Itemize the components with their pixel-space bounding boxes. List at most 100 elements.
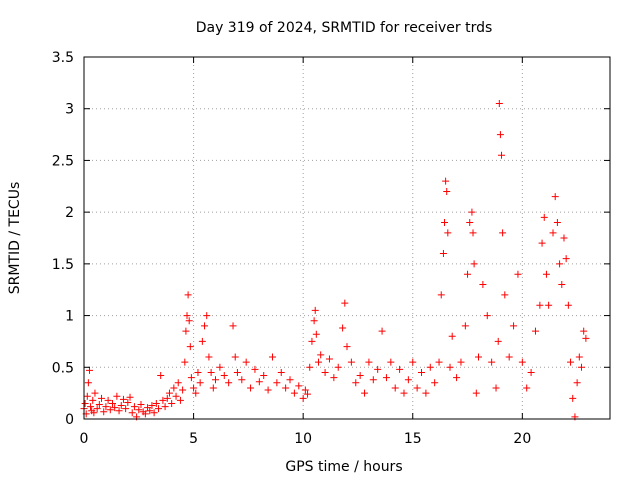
y-tick-label: 0.5 [52,360,74,376]
data-point [192,389,200,397]
data-point [85,366,93,374]
data-point [556,260,564,268]
y-tick-label: 1.5 [52,257,74,273]
x-tick-label: 5 [189,431,198,447]
x-tick-label: 0 [80,431,89,447]
data-point [413,384,421,392]
data-point [205,353,213,361]
data-point [203,312,211,320]
data-point [496,131,504,139]
data-point [83,392,91,400]
data-point [98,394,106,402]
data-point [161,403,169,411]
data-point [194,368,202,376]
data-point [172,392,180,400]
data-point [494,337,502,345]
data-point [446,363,454,371]
data-point [443,187,451,195]
data-point [286,376,294,384]
data-point [545,301,553,309]
data-point [225,379,233,387]
data-point [361,389,369,397]
data-point [378,327,386,335]
data-point [475,353,482,361]
data-point [527,368,535,376]
data-point [119,395,127,403]
data-point [157,372,165,380]
x-tick-label: 10 [294,431,312,447]
data-point [81,399,89,407]
data-point [501,291,509,299]
data-point [396,365,404,373]
data-point [457,358,465,366]
data-point [122,405,130,413]
data-point [483,312,491,320]
data-point [426,363,434,371]
data-point [418,368,426,376]
data-point [117,402,125,410]
data-point [488,358,496,366]
data-point [176,396,184,404]
data-point [115,407,123,415]
data-point [277,368,285,376]
data-point [549,229,557,237]
data-point [312,330,320,338]
data-point [207,368,215,376]
y-tick-label: 1 [65,309,74,325]
x-axis-label: GPS time / hours [285,459,402,475]
data-point [339,324,347,332]
data-point [182,327,190,335]
data-point [212,376,219,384]
data-point [315,358,323,366]
data-point [435,358,443,366]
y-tick-label: 0 [65,412,74,428]
data-point [299,394,307,402]
data-point [540,213,548,221]
data-point [168,399,176,407]
data-point [510,322,518,330]
grid-lines [84,57,610,419]
data-point [190,384,198,392]
data-point [444,229,452,237]
data-point [170,384,178,392]
y-axis-ticks: 0 0.5 1 1.5 2 2.5 3 3.5 [52,50,610,428]
data-point [387,358,395,366]
data-point [558,281,566,289]
data-point [155,405,163,413]
data-point [365,358,373,366]
data-point [542,270,550,278]
data-point [141,410,149,418]
data-point [536,301,544,309]
data-point [135,406,143,414]
data-point [492,384,500,392]
data-point [334,363,342,371]
data-point [90,409,98,417]
data-point [347,358,355,366]
data-point [578,363,586,371]
data-point [448,332,456,340]
data-point [523,384,531,392]
data-point [374,365,382,373]
y-tick-label: 3 [65,102,74,118]
data-point [310,317,318,325]
data-point [165,389,173,397]
data-point [209,384,217,392]
data-point [301,386,309,394]
data-point [514,270,522,278]
plot-frame [83,56,611,420]
data-point [311,306,319,314]
data-point [196,379,204,387]
data-point [295,382,303,390]
data-point [469,229,477,237]
data-point [404,376,412,384]
data-point [128,409,136,417]
data-point [130,403,138,411]
data-point [255,378,263,386]
data-point [216,363,224,371]
data-point [343,343,351,351]
data-point [163,394,171,402]
data-point [479,281,487,289]
data-point [201,322,209,330]
data-point [111,404,119,412]
